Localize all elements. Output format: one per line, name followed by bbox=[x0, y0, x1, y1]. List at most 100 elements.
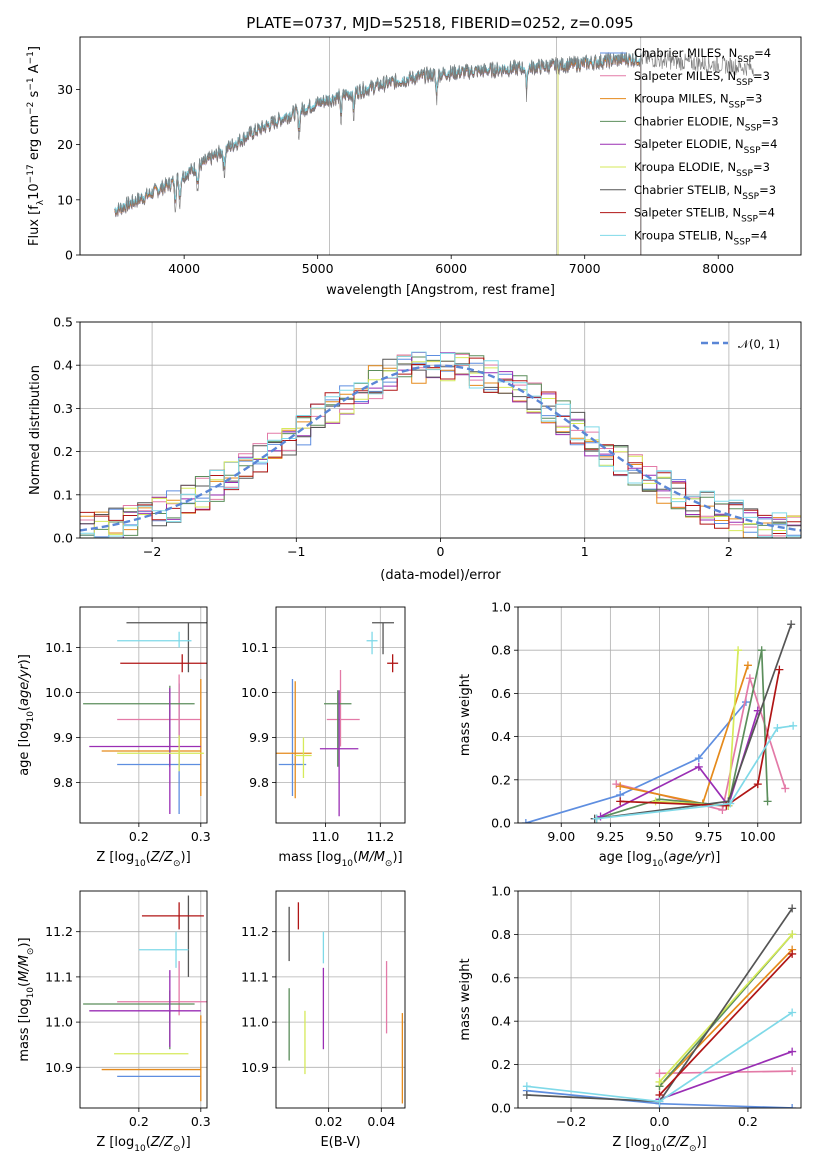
x-tick-label: 9.25 bbox=[596, 829, 624, 844]
weight-line bbox=[658, 949, 793, 1087]
y-tick-label: 10.9 bbox=[45, 1060, 73, 1075]
x-tick-label: 0.3 bbox=[191, 829, 211, 844]
x-axis-label: Z [log10(Z/Z⊙)] bbox=[612, 1135, 706, 1154]
y-tick-label: 10 bbox=[57, 192, 73, 207]
weight-marker bbox=[694, 762, 703, 771]
weight-marker bbox=[655, 1077, 664, 1086]
x-tick-label: 0.04 bbox=[367, 1114, 395, 1129]
x-axis-label: Z [log10(Z/Z⊙)] bbox=[96, 850, 190, 869]
weight-marker bbox=[694, 754, 703, 763]
x-tick-label: −0.2 bbox=[556, 1114, 586, 1129]
y-tick-label: 11.2 bbox=[45, 924, 73, 939]
weight-marker bbox=[787, 620, 796, 629]
plot-area bbox=[114, 37, 755, 255]
weight-marker bbox=[743, 661, 752, 670]
y-tick-label: 10.0 bbox=[45, 685, 73, 700]
plot-area bbox=[276, 622, 399, 817]
x-axis-label: mass [log10(M/M⊙)] bbox=[278, 850, 402, 869]
axes-frame bbox=[79, 890, 208, 1109]
x-tick-label: 0.2 bbox=[129, 1114, 149, 1129]
y-tick-label: 9.9 bbox=[249, 730, 269, 745]
weight-marker bbox=[788, 1047, 797, 1056]
legend-label: Chabrier ELODIE, NSSP=3 bbox=[634, 114, 779, 133]
y-tick-label: 11.2 bbox=[241, 924, 269, 939]
y-tick-label: 0.4 bbox=[491, 729, 511, 744]
weight-marker bbox=[788, 904, 797, 913]
weight-line bbox=[659, 1050, 793, 1101]
x-tick-label: 2 bbox=[725, 544, 733, 559]
y-tick-label: 0.5 bbox=[53, 315, 73, 330]
weight-marker bbox=[753, 780, 762, 789]
legend-label: Chabrier STELIB, NSSP=3 bbox=[634, 183, 776, 202]
x-tick-label: 7000 bbox=[569, 261, 601, 276]
x-tick-label: 11.2 bbox=[366, 829, 394, 844]
y-tick-label: 0.8 bbox=[491, 643, 511, 658]
plot-weight_vs_Z: −0.2 0.0 0.2 0.0 0.2 0.4 0.6 0.8 1.0 Z [log10(Z/Z… bbox=[458, 884, 802, 1154]
x-axis-label: Z [log10(Z/Z⊙)] bbox=[96, 1135, 190, 1154]
x-tick-label: 9.50 bbox=[646, 829, 674, 844]
weight-marker bbox=[726, 799, 735, 808]
plot-residuals: −2 −1 0 1 2 0.0 0.1 0.2 0.3 0.4 0.5 (data-model)/er… bbox=[28, 315, 802, 583]
weight-marker bbox=[788, 930, 797, 939]
x-tick-label: 0.2 bbox=[738, 1114, 758, 1129]
weight-marker bbox=[788, 1067, 797, 1076]
y-tick-label: 0.4 bbox=[53, 358, 73, 373]
y-tick-label: 0.6 bbox=[491, 970, 511, 985]
plot-weight_vs_age: 9.00 9.25 9.50 9.75 10.00 0.0 0.2 0.4 0.6 0.8 1.0 a… bbox=[458, 600, 802, 869]
x-tick-label: 9.00 bbox=[547, 829, 575, 844]
y-tick-label: 0.2 bbox=[491, 772, 511, 787]
plot-mass_vs_EBV: 0.02 0.04 10.9 11.0 11.1 11.2 E(B-V) bbox=[241, 890, 406, 1150]
legend-label: Salpeter STELIB, NSSP=4 bbox=[634, 206, 775, 225]
y-tick-label: 0.1 bbox=[53, 487, 73, 502]
x-tick-label: 1 bbox=[581, 544, 589, 559]
x-tick-label: −2 bbox=[143, 544, 161, 559]
plot-area bbox=[83, 895, 207, 1102]
plot-age_vs_mass: 11.0 11.2 9.8 9.9 10.0 10.1 mass [log10(M/M⊙)] bbox=[241, 606, 406, 869]
y-axis-label: mass weight bbox=[458, 674, 473, 756]
weight-line bbox=[525, 701, 747, 823]
y-axis-label: age [log10(age/yr)] bbox=[17, 654, 36, 776]
x-tick-label: 4000 bbox=[168, 261, 200, 276]
weight-marker bbox=[788, 949, 797, 958]
weight-marker bbox=[651, 797, 660, 806]
y-tick-label: 1.0 bbox=[491, 884, 511, 899]
plot-area bbox=[80, 351, 801, 538]
y-axis-label: Flux [fλ10−17 erg cm−2 s−1 A−1] bbox=[26, 46, 46, 246]
x-tick-label: 9.75 bbox=[695, 829, 723, 844]
y-tick-label: 0.2 bbox=[53, 444, 73, 459]
y-tick-label: 9.9 bbox=[53, 730, 73, 745]
histogram-9 bbox=[80, 351, 801, 538]
y-tick-label: 11.1 bbox=[241, 969, 269, 984]
legend-label: Kroupa MILES, NSSP=3 bbox=[634, 92, 762, 111]
y-tick-label: 20 bbox=[57, 137, 73, 152]
x-axis-label: (data-model)/error bbox=[380, 568, 501, 583]
legend: Chabrier MILES, NSSP=4 Salpeter MILES, NS… bbox=[600, 46, 779, 247]
weight-marker bbox=[616, 797, 625, 806]
x-tick-label: 0.02 bbox=[315, 1114, 343, 1129]
y-tick-label: 1.0 bbox=[491, 600, 511, 615]
weight-marker bbox=[521, 819, 530, 823]
x-tick-label: 0.0 bbox=[650, 1114, 670, 1129]
plot-age_vs_Z: 0.2 0.3 9.8 9.9 10.0 10.1 Z [log10(Z/Z⊙)] age [… bbox=[17, 606, 211, 869]
legend-label: Kroupa ELODIE, NSSP=3 bbox=[634, 160, 770, 179]
plot-area bbox=[288, 902, 404, 1104]
y-axis-label: mass weight bbox=[458, 958, 473, 1040]
weight-line bbox=[596, 724, 794, 820]
plot-area bbox=[521, 620, 798, 823]
x-tick-label: 11.0 bbox=[311, 829, 339, 844]
y-tick-label: 0.3 bbox=[53, 401, 73, 416]
weight-marker bbox=[655, 1069, 664, 1078]
weight-marker bbox=[773, 723, 782, 732]
normal-curve bbox=[80, 364, 801, 532]
y-tick-label: 10.1 bbox=[45, 640, 73, 655]
y-tick-label: 0 bbox=[65, 248, 73, 263]
figure-title: PLATE=0737, MJD=52518, FIBERID=0252, z=0… bbox=[246, 14, 633, 32]
weight-marker bbox=[788, 1104, 797, 1108]
y-tick-label: 0.2 bbox=[491, 1057, 511, 1072]
x-tick-label: 0 bbox=[437, 544, 445, 559]
x-tick-label: 0.2 bbox=[129, 829, 149, 844]
y-tick-label: 11.1 bbox=[45, 969, 73, 984]
weight-marker bbox=[718, 806, 727, 815]
legend-label: Salpeter MILES, NSSP=3 bbox=[634, 69, 770, 88]
